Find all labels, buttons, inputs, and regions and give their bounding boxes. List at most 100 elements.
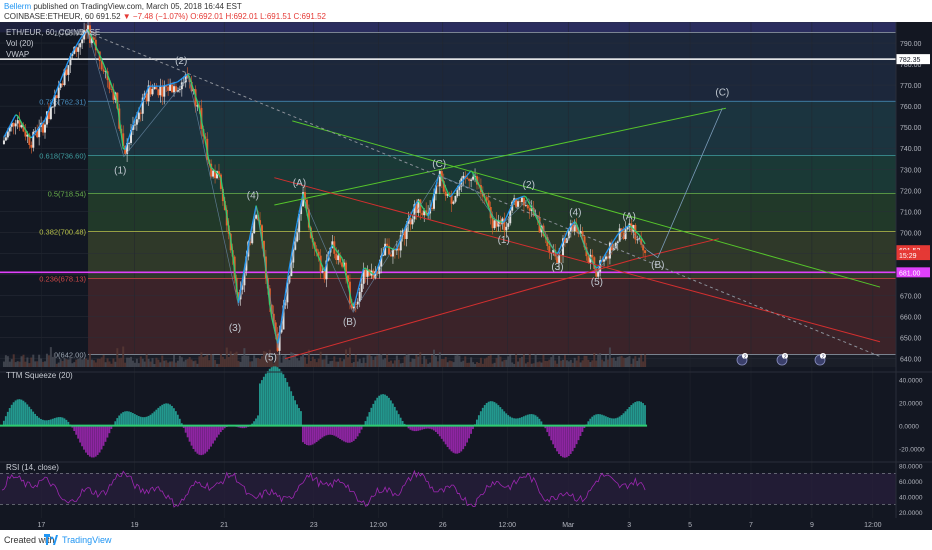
vwap-line (208, 162, 212, 168)
candle-body (503, 218, 506, 231)
candle-body (438, 171, 441, 187)
candle-body (212, 170, 215, 177)
squeeze-bar (458, 425, 461, 453)
vwap-line (373, 273, 376, 276)
squeeze-bar (26, 404, 29, 426)
candle-body (110, 89, 113, 90)
squeeze-bar (8, 408, 11, 426)
squeeze-bar (399, 417, 402, 426)
candle-body (137, 112, 140, 120)
volume-bar (562, 359, 565, 367)
squeeze-bar (440, 425, 443, 439)
volume-bar (139, 356, 142, 367)
wave-path (87, 32, 648, 349)
volume-bar (276, 354, 279, 367)
squeeze-bar (425, 425, 427, 429)
volume-bar (32, 354, 35, 367)
candle-body (614, 242, 617, 249)
volume-bar (319, 351, 322, 367)
volume-bar (407, 354, 410, 367)
trend-line (274, 177, 881, 343)
volume-bar (135, 358, 138, 367)
squeeze-bar (294, 400, 297, 426)
volume-bar (427, 363, 430, 367)
volume-bar (243, 348, 246, 367)
vwap-line (173, 81, 177, 84)
vwap-line (593, 264, 597, 269)
volume-bar (77, 358, 80, 367)
vwap-line (583, 245, 588, 252)
volume-bar (612, 357, 615, 367)
vwap-line (599, 259, 603, 264)
squeeze-bar (163, 403, 166, 426)
vwap-line (224, 203, 228, 216)
author-link[interactable]: Bellerm (4, 2, 32, 11)
vwap-line (253, 205, 257, 216)
candle-body (69, 55, 72, 66)
vwap-line (267, 287, 271, 305)
volume-bar (395, 355, 398, 367)
candle-body (360, 283, 363, 292)
volume-bar (133, 362, 136, 367)
candle-body (470, 179, 473, 181)
squeeze-bar (642, 403, 644, 426)
candle-body (421, 212, 424, 216)
vwap-line (132, 118, 136, 126)
price-tag[interactable] (896, 250, 930, 261)
volume-bar (118, 358, 121, 367)
vwap-line (369, 270, 372, 274)
vwap-line (95, 46, 99, 52)
squeeze-bar (202, 425, 205, 455)
price-tick: 750.00 (900, 125, 922, 132)
fib-zone (88, 231, 896, 279)
candle-body (210, 163, 213, 177)
squeeze-bar (200, 425, 203, 456)
vwap-line (500, 221, 503, 223)
squeeze-bar (300, 411, 302, 426)
price-tick: 740.00 (900, 146, 922, 153)
volume-bar (196, 363, 199, 367)
wave-label: (C) (715, 88, 729, 99)
vwap-line (130, 124, 134, 132)
chart-area[interactable]: 1(795.07) 0.786(762.31) 0.618(736.60) 0.5(7… (0, 22, 932, 530)
candle-body (241, 285, 244, 290)
legend-vwap: VWAP (6, 50, 29, 59)
squeeze-bar (210, 425, 212, 447)
candle-body (28, 134, 31, 145)
squeeze-bar (376, 397, 379, 426)
vwap-line (343, 266, 347, 276)
squeeze-bar (315, 425, 318, 442)
squeeze-bar (268, 368, 271, 426)
vwap-line (632, 228, 636, 232)
vwap-line (42, 119, 46, 123)
squeeze-bar (626, 409, 629, 426)
price-tag[interactable] (896, 267, 930, 278)
squeeze-bar (569, 425, 572, 454)
vwap-line (447, 192, 451, 198)
price-tag[interactable] (896, 54, 930, 65)
volume-bar (131, 360, 134, 367)
chart-canvas[interactable]: 1(795.07) 0.786(762.31) 0.618(736.60) 0.5(7… (0, 22, 932, 530)
candle-body (116, 92, 119, 109)
vwap-line (146, 86, 150, 92)
squeeze-bar (382, 394, 384, 426)
volume-bar (370, 356, 373, 367)
squeeze-bar (186, 425, 189, 438)
vwap-line (216, 172, 220, 176)
tradingview-brand[interactable]: TradingView (62, 535, 112, 545)
candle-body (616, 241, 619, 243)
squeeze-bar (374, 400, 377, 426)
candle-body (466, 177, 469, 179)
squeeze-bar (212, 425, 214, 444)
candle-body (515, 198, 518, 207)
vwap-line (56, 84, 60, 91)
candle-body (159, 86, 162, 96)
volume-bar (98, 358, 101, 367)
squeeze-bar (497, 405, 500, 426)
candle-body (133, 124, 136, 126)
candle-body (59, 83, 62, 88)
publish-line: Bellerm published on TradingView.com, Ma… (4, 2, 242, 11)
volume-bar (560, 360, 563, 367)
rsi-tick: 80.0000 (899, 464, 923, 471)
volume-bar (366, 355, 369, 367)
